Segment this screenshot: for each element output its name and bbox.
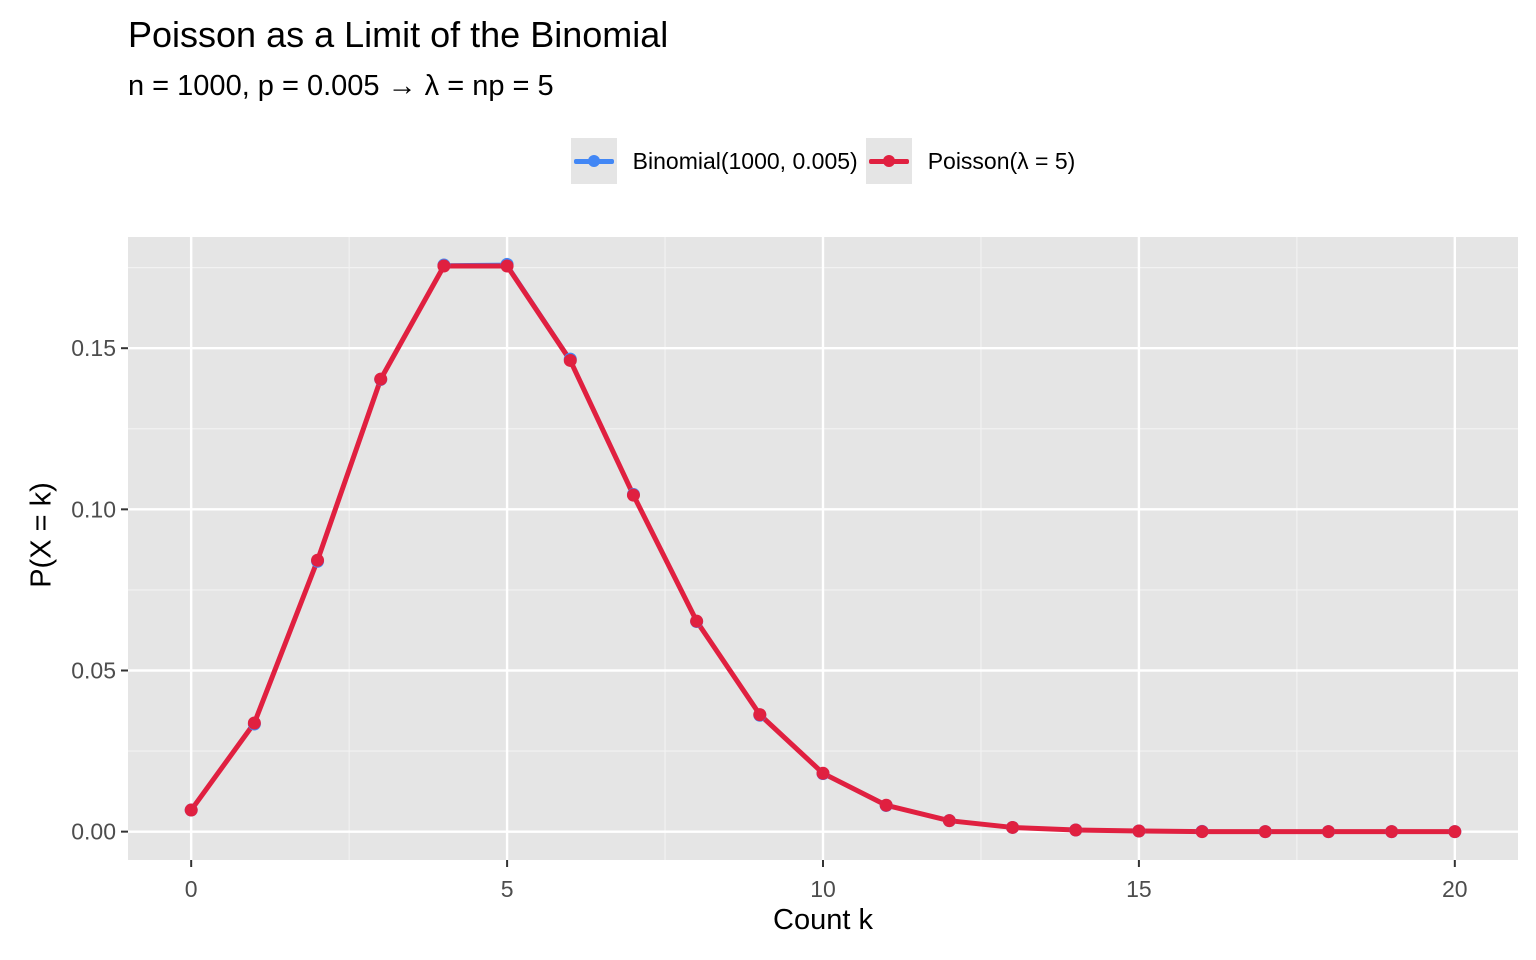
x-tick-label: 20: [1442, 876, 1468, 902]
legend-key-binomial: [570, 138, 617, 184]
data-point-poisson: [1006, 820, 1020, 834]
x-tick-label: 10: [810, 876, 836, 902]
legend-item-poisson: Poisson(λ = 5): [865, 138, 1076, 184]
data-point-poisson: [879, 798, 893, 812]
data-point-poisson: [1069, 823, 1083, 837]
y-tick-label: 0.05: [71, 657, 116, 683]
x-axis-title: Count k: [773, 904, 873, 936]
chart-title: Poisson as a Limit of the Binomial: [128, 14, 669, 55]
data-point-poisson: [690, 614, 704, 628]
x-tick-label: 0: [185, 876, 198, 902]
data-point-poisson: [1448, 825, 1462, 839]
y-tick-label: 0.15: [71, 335, 116, 361]
data-point-poisson: [247, 716, 261, 730]
data-point-poisson: [374, 372, 388, 386]
data-point-poisson: [753, 708, 767, 722]
legend-label-binomial: Binomial(1000, 0.005): [632, 147, 858, 174]
data-point-poisson: [942, 814, 956, 828]
data-point-poisson: [1258, 825, 1272, 839]
data-point-poisson: [437, 259, 451, 273]
data-point-poisson: [1132, 824, 1146, 838]
x-tick-label: 15: [1126, 876, 1152, 902]
data-point-poisson: [311, 553, 325, 567]
data-point-poisson: [816, 766, 830, 780]
data-point-poisson: [1385, 825, 1399, 839]
legend-item-binomial: Binomial(1000, 0.005): [570, 138, 858, 184]
x-tick-label: 5: [501, 876, 514, 902]
data-point-poisson: [1195, 825, 1209, 839]
y-tick-label: 0.00: [71, 819, 116, 845]
legend-label-poisson: Poisson(λ = 5): [927, 147, 1076, 174]
chart-subtitle: n = 1000, p = 0.005 → λ = np = 5: [128, 70, 554, 102]
data-point-poisson: [626, 488, 640, 502]
legend-key-poisson: [865, 138, 912, 184]
data-point-poisson: [184, 803, 198, 817]
legend: Binomial(1000, 0.005) Poisson(λ = 5): [0, 138, 1536, 184]
data-point-poisson: [563, 353, 577, 367]
y-tick-label: 0.10: [71, 496, 116, 522]
data-point-poisson: [1321, 825, 1335, 839]
y-axis-title: P(X = k): [25, 482, 58, 588]
data-point-poisson: [500, 259, 514, 273]
